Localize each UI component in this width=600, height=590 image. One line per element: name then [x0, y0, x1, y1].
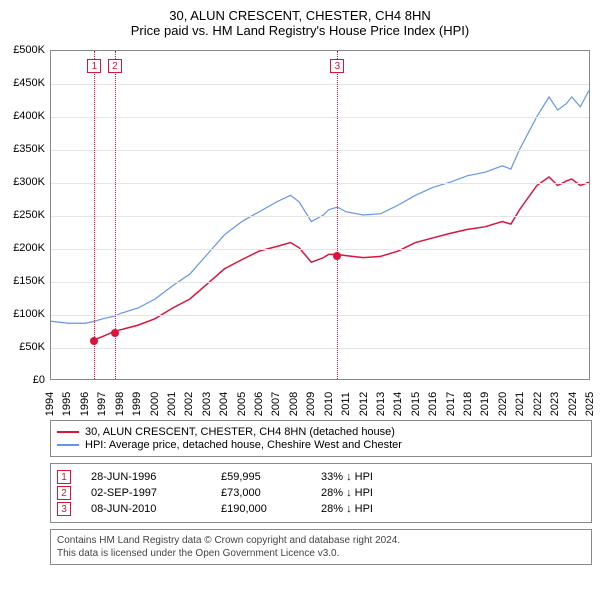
sale-number-box: 1	[57, 470, 71, 484]
figure-root: 30, ALUN CRESCENT, CHESTER, CH4 8HN Pric…	[0, 0, 600, 590]
chart-plot-area: 12 3	[50, 50, 590, 380]
x-axis-label: 2012	[358, 392, 370, 416]
x-axis-label: 2007	[270, 392, 282, 416]
x-axis-label: 1998	[114, 392, 126, 416]
gridline-h	[51, 216, 589, 217]
x-axis-label: 2003	[201, 392, 213, 416]
x-axis-label: 1995	[61, 392, 73, 416]
y-axis-label: £250K	[5, 209, 45, 221]
gridline-h	[51, 249, 589, 250]
legend-box: 30, ALUN CRESCENT, CHESTER, CH4 8HN (det…	[50, 420, 592, 457]
gridline-h	[51, 315, 589, 316]
sale-date: 02-SEP-1997	[91, 487, 201, 499]
y-axis-label: £300K	[5, 176, 45, 188]
x-axis-label: 2010	[323, 392, 335, 416]
x-axis-label: 2022	[532, 392, 544, 416]
sale-date: 28-JUN-1996	[91, 471, 201, 483]
sale-row: 3 08-JUN-2010 £190,000 28% ↓ HPI	[57, 502, 585, 516]
sales-box: 1 28-JUN-1996 £59,995 33% ↓ HPI 2 02-SEP-1997…	[50, 463, 592, 523]
y-axis-label: £400K	[5, 110, 45, 122]
x-axis-label: 1994	[44, 392, 56, 416]
marker-dot	[90, 337, 98, 345]
gridline-h	[51, 282, 589, 283]
x-axis-label: 2021	[514, 392, 526, 416]
sale-diff: 28% ↓ HPI	[321, 503, 373, 515]
x-axis-label: 1999	[131, 392, 143, 416]
sale-number-box: 3	[57, 502, 71, 516]
gridline-h	[51, 84, 589, 85]
marker-box: 2	[108, 59, 122, 73]
title-main: 30, ALUN CRESCENT, CHESTER, CH4 8HN	[0, 8, 600, 23]
gridline-h	[51, 150, 589, 151]
license-line-1: Contains HM Land Registry data © Crown c…	[57, 534, 585, 547]
y-axis-label: £500K	[5, 44, 45, 56]
x-axis-label: 2015	[410, 392, 422, 416]
marker-vline	[94, 51, 95, 379]
gridline-h	[51, 183, 589, 184]
y-axis-label: £50K	[5, 341, 45, 353]
x-axis-label: 1997	[96, 392, 108, 416]
sale-row: 2 02-SEP-1997 £73,000 28% ↓ HPI	[57, 486, 585, 500]
x-axis-label: 2023	[549, 392, 561, 416]
sale-price: £190,000	[221, 503, 301, 515]
marker-dot	[111, 329, 119, 337]
x-axis-label: 2009	[305, 392, 317, 416]
series-line-hpi	[51, 90, 589, 323]
chart-lines-svg	[51, 51, 589, 379]
sale-diff: 28% ↓ HPI	[321, 487, 373, 499]
x-axis-label: 2017	[445, 392, 457, 416]
legend-label: HPI: Average price, detached house, Ches…	[85, 439, 402, 451]
x-axis-label: 2013	[375, 392, 387, 416]
y-axis-label: £350K	[5, 143, 45, 155]
x-axis-label: 2004	[218, 392, 230, 416]
y-axis-label: £450K	[5, 77, 45, 89]
x-axis-label: 2011	[340, 392, 352, 416]
marker-dot	[333, 252, 341, 260]
marker-vline	[337, 51, 338, 379]
footer-panels: 30, ALUN CRESCENT, CHESTER, CH4 8HN (det…	[50, 420, 592, 571]
marker-box: 1	[87, 59, 101, 73]
x-axis-label: 2018	[462, 392, 474, 416]
x-axis-label: 2008	[288, 392, 300, 416]
legend-label: 30, ALUN CRESCENT, CHESTER, CH4 8HN (det…	[85, 426, 395, 438]
sale-diff: 33% ↓ HPI	[321, 471, 373, 483]
sale-date: 08-JUN-2010	[91, 503, 201, 515]
sale-row: 1 28-JUN-1996 £59,995 33% ↓ HPI	[57, 470, 585, 484]
gridline-h	[51, 117, 589, 118]
x-axis-label: 2019	[479, 392, 491, 416]
license-box: Contains HM Land Registry data © Crown c…	[50, 529, 592, 565]
x-axis-label: 2025	[584, 392, 596, 416]
x-axis-label: 1996	[79, 392, 91, 416]
x-axis-label: 2020	[497, 392, 509, 416]
x-axis-label: 2024	[567, 392, 579, 416]
sale-price: £59,995	[221, 471, 301, 483]
legend-item: 30, ALUN CRESCENT, CHESTER, CH4 8HN (det…	[57, 426, 585, 438]
x-axis-label: 2014	[392, 392, 404, 416]
x-axis-label: 2002	[183, 392, 195, 416]
gridline-h	[51, 348, 589, 349]
legend-swatch	[57, 444, 79, 446]
sale-number-box: 2	[57, 486, 71, 500]
x-axis-label: 2000	[149, 392, 161, 416]
x-axis-label: 2001	[166, 392, 178, 416]
marker-box: 3	[330, 59, 344, 73]
sale-price: £73,000	[221, 487, 301, 499]
x-axis-label: 2006	[253, 392, 265, 416]
legend-item: HPI: Average price, detached house, Ches…	[57, 439, 585, 451]
y-axis-label: £150K	[5, 275, 45, 287]
y-axis-label: £100K	[5, 308, 45, 320]
y-axis-label: £200K	[5, 242, 45, 254]
title-block: 30, ALUN CRESCENT, CHESTER, CH4 8HN Pric…	[0, 0, 600, 38]
x-axis-label: 2005	[236, 392, 248, 416]
y-axis-label: £0	[5, 374, 45, 386]
legend-swatch	[57, 431, 79, 433]
x-axis-label: 2016	[427, 392, 439, 416]
title-sub: Price paid vs. HM Land Registry's House …	[0, 23, 600, 38]
license-line-2: This data is licensed under the Open Gov…	[57, 547, 585, 560]
